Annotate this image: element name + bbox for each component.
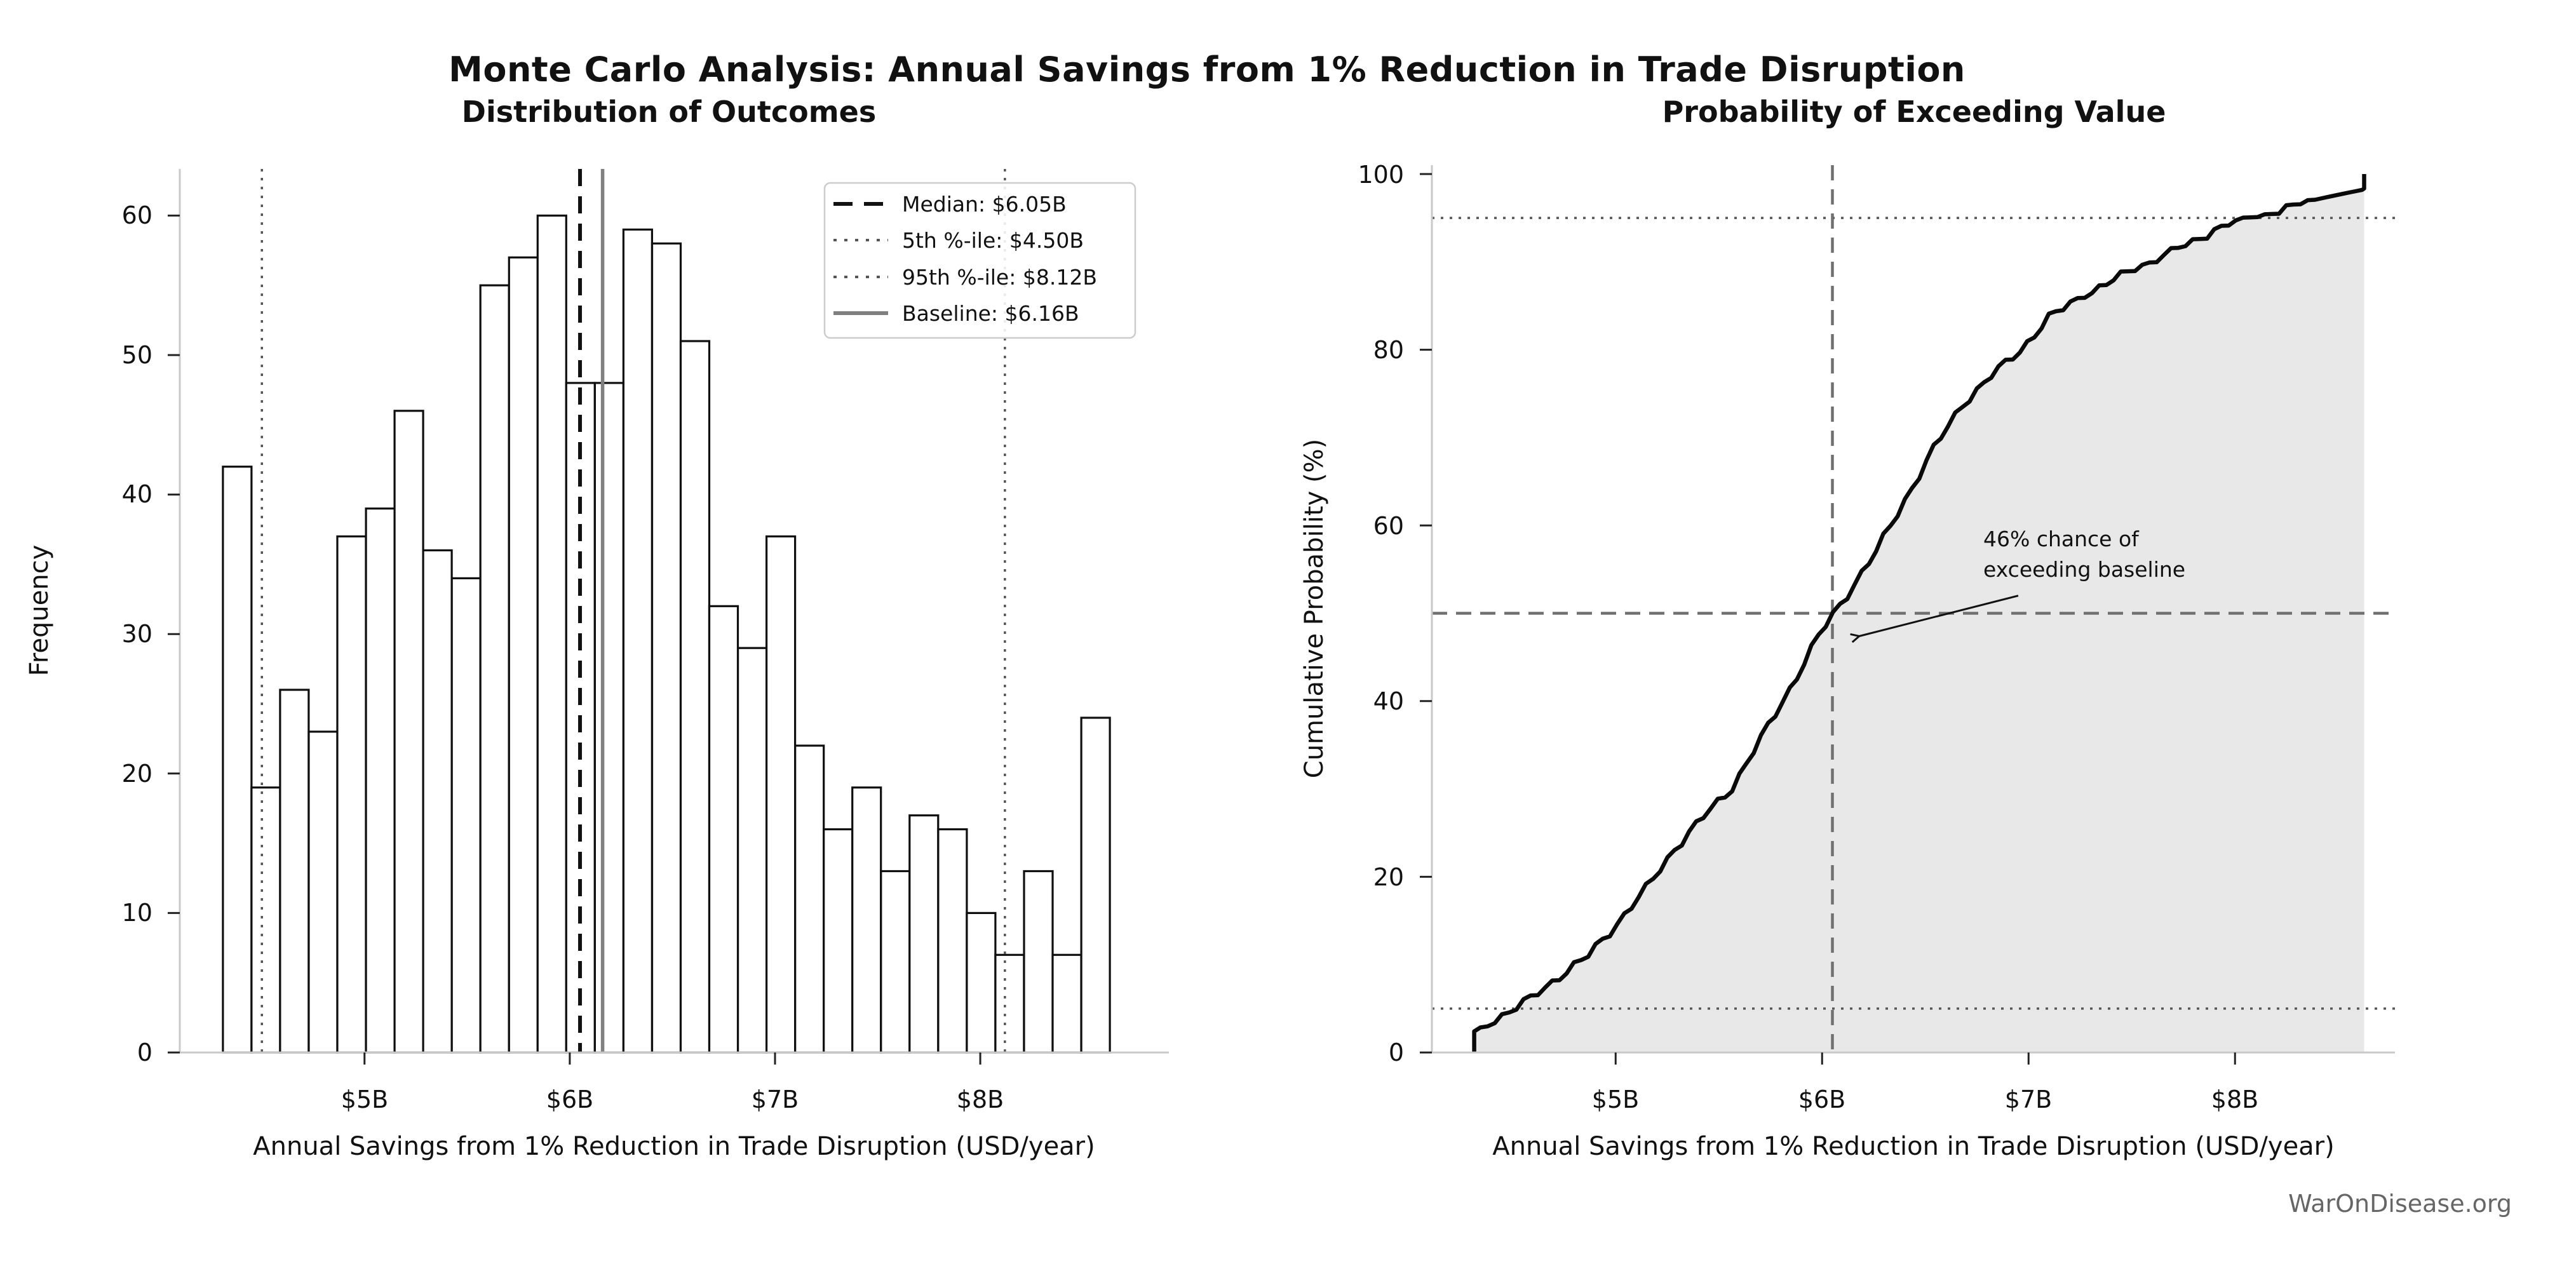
cdf-curve-path [1472, 174, 2366, 1052]
left-xtick-labels: $5B $6B $7B $8B [341, 1086, 1004, 1113]
legend-label-baseline: Baseline: $6.16B [902, 301, 1079, 326]
right-chart-title: Probability of Exceeding Value [1662, 95, 2166, 129]
tick-label: 60 [1373, 512, 1404, 540]
histogram-bar [593, 382, 625, 1054]
tick-label: $8B [957, 1086, 1004, 1113]
histogram-bar [880, 870, 911, 1054]
histogram-bar [765, 535, 797, 1054]
histogram-bar [736, 647, 768, 1054]
legend-box [823, 182, 1136, 339]
annotation-text-line1: 46% chance of [1983, 527, 2140, 551]
histogram-bar [823, 828, 854, 1054]
right-ytick-labels: 0 20 40 60 80 100 [1358, 161, 1404, 1066]
histogram-bar [479, 284, 510, 1054]
histogram-bar [1051, 953, 1082, 1054]
legend-label-median: Median: $6.05B [902, 192, 1067, 217]
tick-label: $5B [1592, 1086, 1639, 1113]
right-xaxis-label: Annual Savings from 1% Reduction in Trad… [1492, 1132, 2334, 1161]
tick-label: $5B [341, 1086, 388, 1113]
histogram-bar [937, 828, 968, 1054]
histogram-bars [222, 214, 1111, 1054]
histogram-bar [708, 605, 739, 1054]
tick-label: 80 [1373, 336, 1404, 364]
tick-label: $7B [752, 1086, 799, 1113]
legend-label-5th-percentile: 5th %-ile: $4.50B [902, 228, 1084, 253]
histogram-bar [222, 466, 253, 1054]
histogram-bar [508, 256, 539, 1054]
histogram-bar [966, 911, 997, 1054]
right-xtick-labels: $5B $6B $7B $8B [1592, 1086, 2258, 1113]
histogram-bar [336, 535, 367, 1054]
histogram-bar [250, 786, 281, 1054]
left-xaxis-label: Annual Savings from 1% Reduction in Trad… [253, 1132, 1095, 1161]
right-yaxis-label: Cumulative Probability (%) [1300, 439, 1329, 778]
cdf-curve [1472, 174, 2366, 1052]
tick-label: 0 [1389, 1039, 1404, 1066]
tick-label: 40 [122, 480, 152, 508]
histogram-bar [365, 507, 396, 1054]
legend-label-95th-percentile: 95th %-ile: $8.12B [902, 265, 1097, 290]
cdf-annotation: 46% chance of exceeding baseline [1859, 527, 2185, 636]
histogram-bar [994, 953, 1025, 1054]
figure-title: Monte Carlo Analysis: Annual Savings fro… [448, 50, 1966, 90]
legend: Median: $6.05B 5th %-ile: $4.50B 95th %-… [823, 182, 1136, 339]
histogram-bar [422, 549, 453, 1054]
right-reference-lines [1432, 165, 2395, 1052]
tick-label: 30 [122, 620, 152, 648]
watermark: WarOnDisease.org [2288, 1190, 2512, 1218]
annotation-text-line2: exceeding baseline [1983, 557, 2185, 582]
tick-label: 20 [122, 760, 152, 788]
tick-label: 50 [122, 341, 152, 369]
annotation-arrow [1859, 595, 2019, 636]
histogram-bar [651, 242, 682, 1054]
left-reference-lines [260, 169, 1006, 1052]
left-yaxis-label: Frequency [25, 545, 54, 676]
left-chart-title: Distribution of Outcomes [462, 95, 876, 129]
tick-marks [168, 173, 2236, 1065]
histogram-bar [622, 228, 654, 1054]
tick-label: $8B [2211, 1086, 2258, 1113]
tick-label: 0 [137, 1039, 152, 1066]
tick-label: $6B [1798, 1086, 1845, 1113]
left-ytick-labels: 0 10 20 30 40 50 60 [122, 201, 152, 1066]
tick-label: 60 [122, 201, 152, 229]
histogram-bar [1080, 716, 1111, 1054]
histogram-bar [851, 786, 882, 1054]
tick-label: 10 [122, 899, 152, 927]
histogram-bar [536, 214, 567, 1054]
tick-label: 100 [1358, 161, 1404, 189]
histogram-bar [450, 577, 482, 1054]
tick-label: 40 [1373, 687, 1404, 715]
histogram-bar [679, 340, 711, 1054]
tick-label: $6B [546, 1086, 593, 1113]
tick-label: $7B [2005, 1086, 2052, 1113]
histogram-bar [908, 814, 940, 1054]
tick-label: 20 [1373, 863, 1404, 891]
histogram-bar [393, 410, 424, 1054]
histogram-bar [1023, 870, 1054, 1054]
histogram-bar [279, 689, 310, 1054]
histogram-bar [794, 744, 825, 1054]
histogram-bar [307, 730, 339, 1054]
